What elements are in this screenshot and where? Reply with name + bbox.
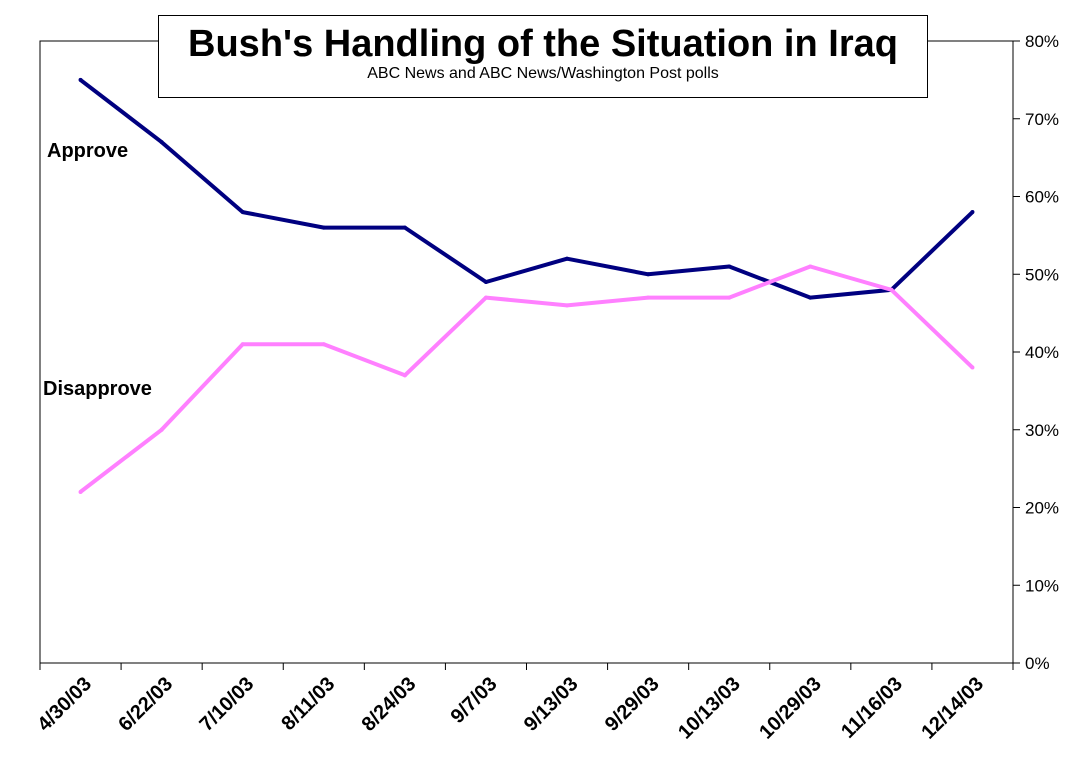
x-tick-label: 8/24/03 xyxy=(358,673,421,736)
data-point-disapprove xyxy=(646,295,651,300)
data-point-disapprove xyxy=(970,365,975,370)
data-point-disapprove xyxy=(808,264,813,269)
plot-area-border xyxy=(39,40,1014,664)
plot-frame xyxy=(39,40,1014,664)
x-tick-label: 9/13/03 xyxy=(520,673,583,736)
series-lines xyxy=(78,77,975,494)
y-tick-label: 20% xyxy=(1025,499,1059,518)
series-label-disapprove: Disapprove xyxy=(43,378,152,400)
x-axis-labels: 4/30/03 6/22/03 7/10/03 8/11/03 8/24/03 9/7/0… xyxy=(33,673,988,744)
data-point-approve xyxy=(646,272,651,277)
chart-title-box: Bush's Handling of the Situation in Iraq… xyxy=(158,15,928,98)
data-point-disapprove xyxy=(889,287,894,292)
x-tick-label: 4/30/03 xyxy=(33,673,96,736)
data-point-disapprove xyxy=(565,303,570,308)
y-tick-label: 80% xyxy=(1025,32,1059,51)
data-point-disapprove xyxy=(78,489,83,494)
x-tick-label: 7/10/03 xyxy=(195,673,258,736)
series-line-disapprove xyxy=(79,264,974,494)
data-point-approve xyxy=(78,77,83,82)
y-tick-label: 60% xyxy=(1025,188,1059,207)
y-tick-label: 70% xyxy=(1025,110,1059,129)
x-tick-label: 11/16/03 xyxy=(837,673,907,743)
data-point-approve xyxy=(565,256,570,261)
data-point-approve xyxy=(240,210,245,215)
y-axis-labels: 0% 10% 20% 30% 40% 50% 60% 70% 80% xyxy=(1025,32,1059,673)
data-point-approve xyxy=(159,140,164,145)
data-point-disapprove xyxy=(159,427,164,432)
y-tick-label: 40% xyxy=(1025,343,1059,362)
data-point-approve xyxy=(970,210,975,215)
x-tick-label: 9/7/03 xyxy=(447,673,502,728)
data-point-disapprove xyxy=(483,295,488,300)
y-tick-label: 30% xyxy=(1025,421,1059,440)
x-tick-label: 8/11/03 xyxy=(277,673,339,735)
chart-subtitle: ABC News and ABC News/Washington Post po… xyxy=(367,65,719,82)
x-tick-label: 10/13/03 xyxy=(674,673,745,744)
x-axis-ticks xyxy=(39,663,1014,670)
series-line-approve xyxy=(79,78,974,300)
y-tick-label: 10% xyxy=(1025,576,1059,595)
data-point-disapprove xyxy=(402,373,407,378)
data-point-disapprove xyxy=(240,342,245,347)
series-label-approve: Approve xyxy=(47,140,129,162)
x-tick-label: 6/22/03 xyxy=(114,673,177,736)
y-axis-ticks xyxy=(1013,40,1020,664)
data-point-disapprove xyxy=(321,342,326,347)
data-point-approve xyxy=(483,280,488,285)
x-tick-label: 10/29/03 xyxy=(755,673,826,744)
data-point-approve xyxy=(808,295,813,300)
y-tick-label: 50% xyxy=(1025,265,1059,284)
x-tick-label: 9/29/03 xyxy=(601,673,664,736)
chart-title: Bush's Handling of the Situation in Iraq xyxy=(188,23,898,65)
y-tick-label: 0% xyxy=(1025,654,1050,673)
data-point-approve xyxy=(727,264,732,269)
data-point-approve xyxy=(321,225,326,230)
data-point-disapprove xyxy=(727,295,732,300)
x-tick-label: 12/14/03 xyxy=(917,673,988,744)
data-point-approve xyxy=(402,225,407,230)
